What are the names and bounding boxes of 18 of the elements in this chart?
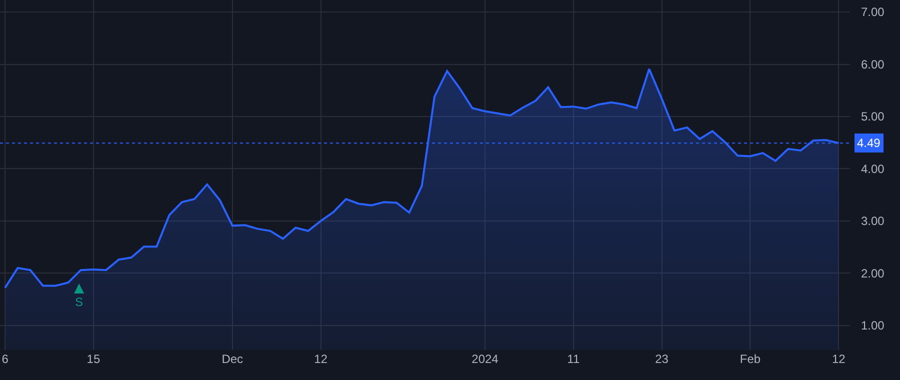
- x-tick-label: 12: [314, 352, 328, 366]
- x-tick-label: 6: [2, 352, 9, 366]
- y-tick-label: 4.00: [861, 162, 885, 176]
- ref-line-label: 4.49: [857, 136, 881, 150]
- x-tick-label: Dec: [222, 352, 244, 366]
- annotation: S: [75, 295, 84, 309]
- y-tick-label: 1.00: [861, 318, 885, 333]
- y-tick-label: 3.00: [861, 214, 885, 228]
- x-tick-label: 2024: [472, 352, 499, 366]
- y-tick-label: 6.00: [861, 57, 885, 72]
- x-tick-label: 11: [567, 352, 580, 366]
- x-tick-label: 15: [86, 352, 100, 366]
- y-tick-label: 5.00: [861, 110, 885, 124]
- x-tick-label: 12: [832, 352, 846, 366]
- y-tick-label: 2.00: [861, 266, 885, 280]
- y-tick-label: 7.00: [861, 5, 885, 20]
- x-tick-label: 23: [655, 352, 669, 366]
- x-tick-label: Feb: [740, 352, 761, 366]
